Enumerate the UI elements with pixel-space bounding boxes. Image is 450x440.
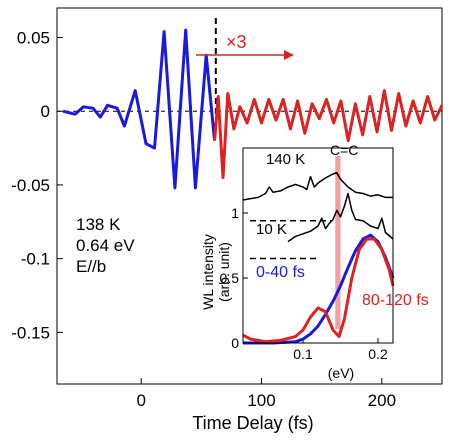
cc-highlight-band [335, 156, 341, 329]
scale-annotation: ×3 [196, 32, 294, 60]
inset-series-10-k-line [287, 192, 394, 243]
main-x-axis-label: Time Delay (fs) [192, 413, 313, 433]
inset-series-80-120-fs-line [242, 237, 395, 344]
y-tick-label: -0.05 [11, 176, 50, 195]
inset-label-cc: C=C [330, 142, 358, 158]
condition-annotation: 138 K 0.64 eV E//b [76, 215, 135, 276]
y-tick-label: -0.15 [11, 323, 50, 342]
main-series-group [62, 28, 444, 190]
x-tick-label: 100 [247, 391, 275, 410]
inset-ticks: 0.1 0.2 0 0.5 1 [220, 205, 388, 362]
main-series-red-line [213, 89, 444, 180]
inset-plot: 0.1 0.2 0 0.5 1 140 K C=C 10 K 0-40 fs 80-12… [200, 142, 429, 381]
y-tick-label: 0 [41, 102, 50, 121]
inset-frame [242, 147, 394, 344]
y-tick-label: 0.05 [17, 28, 50, 47]
inset-y-axis-label: WL intensity [200, 234, 216, 310]
inset-x-tick-label: 0.2 [368, 346, 388, 362]
polarization-label: E//b [76, 257, 106, 276]
inset-x-tick-label: 0.1 [293, 346, 313, 362]
x-tick-label: 200 [368, 391, 396, 410]
scale-arrow-head [284, 50, 294, 60]
inset-label-0-40fs: 0-40 fs [256, 264, 305, 281]
inset-series-140-k-line [242, 171, 393, 201]
inset-y-tick-label: 1 [231, 205, 239, 221]
scale-factor-label: ×3 [226, 32, 247, 52]
inset-label-80-120fs: 80-120 fs [362, 292, 429, 309]
y-tick-label: -0.1 [21, 250, 50, 269]
inset-label-10k: 10 K [256, 221, 287, 238]
energy-label: 0.64 eV [76, 236, 135, 255]
main-ticks: 0 100 200 0.05 0 -0.05 -0.1 -0.15 [11, 28, 396, 410]
inset-label-140k: 140 K [266, 151, 305, 168]
main-plot: 0 100 200 0.05 0 -0.05 -0.1 -0.15 ×3 138 K 0.64… [11, 7, 444, 433]
main-series-blue-line [62, 28, 217, 190]
inset-series-group [242, 171, 395, 345]
x-tick-label: 0 [136, 391, 145, 410]
inset-x-axis-label: (eV) [328, 365, 354, 381]
inset-y-axis-unit: (arb. unit) [216, 242, 232, 302]
inset-background [236, 148, 396, 343]
inset-y-tick-label: 0 [231, 335, 239, 351]
main-plot-frame [56, 7, 443, 385]
inset-y-tick-label: 0.5 [220, 270, 240, 286]
inset-reference-lines [250, 220, 331, 260]
temperature-label: 138 K [76, 215, 121, 234]
